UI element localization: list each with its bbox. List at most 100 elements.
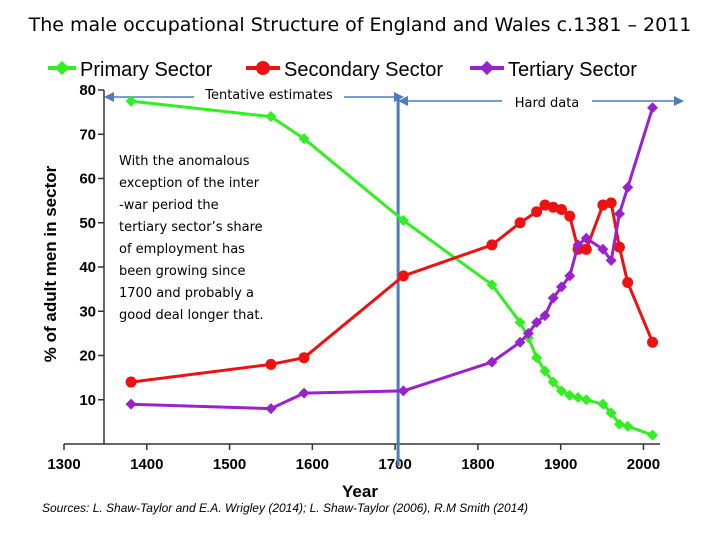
anomaly-note: With the anomalous exception of the inte… — [119, 154, 267, 323]
data-point-secondary — [597, 199, 609, 211]
y-tick-label: 20 — [79, 348, 96, 365]
hard-data-arrowhead-right — [674, 96, 684, 106]
data-point-secondary — [265, 358, 277, 370]
data-point-secondary — [514, 217, 526, 229]
data-point-tertiary — [265, 403, 277, 415]
anomaly-note-line: good deal longer that. — [119, 308, 264, 323]
data-point-primary — [514, 316, 526, 328]
x-tick-label: 1600 — [296, 456, 329, 473]
x-tick-label: 1300 — [47, 456, 80, 473]
legend-primary: Primary Sector — [48, 59, 213, 81]
data-point-primary — [572, 392, 584, 404]
anomaly-note-line: With the anomalous — [119, 154, 250, 169]
x-tick-label: 1900 — [544, 456, 577, 473]
legend-secondary: Secondary Sector — [246, 59, 443, 81]
y-tick-label: 80 — [79, 82, 96, 99]
y-tick-label: 50 — [79, 215, 96, 232]
data-point-secondary — [125, 376, 137, 388]
anomaly-note-line: -war period the — [119, 198, 219, 213]
legend-primary-marker — [54, 60, 70, 76]
data-point-primary — [298, 133, 310, 145]
y-tick-label: 60 — [79, 171, 96, 188]
data-point-primary — [647, 429, 659, 441]
hard-data-arrow: Hard data — [398, 90, 684, 111]
data-point-primary — [555, 385, 567, 397]
tentative-label-bg — [194, 86, 344, 104]
data-point-secondary — [564, 210, 576, 222]
data-point-primary — [605, 407, 617, 419]
y-axis-title: % of adult men in sector — [41, 165, 60, 362]
anomaly-note-line: of employment has — [119, 242, 245, 257]
data-point-secondary — [397, 270, 409, 282]
data-point-tertiary — [580, 232, 592, 244]
legend-primary-label: Primary Sector — [80, 59, 213, 81]
data-point-secondary — [580, 243, 592, 255]
series-primary — [125, 95, 659, 441]
data-point-tertiary — [564, 270, 576, 282]
data-point-secondary — [486, 239, 498, 251]
data-point-primary — [531, 352, 543, 364]
chart-source: Sources: L. Shaw-Taylor and E.A. Wrigley… — [42, 501, 528, 515]
series-tertiary-line — [131, 107, 655, 411]
data-point-tertiary — [622, 181, 634, 193]
data-point-primary — [613, 418, 625, 430]
data-point-secondary — [605, 197, 617, 209]
legend-tertiary-marker — [479, 60, 495, 76]
y-axis-ticks: 10 20 30 40 50 60 70 80 — [79, 82, 104, 409]
data-point-secondary — [298, 352, 310, 364]
data-point-secondary — [531, 206, 543, 218]
data-point-tertiary — [547, 292, 559, 304]
x-axis-title: Year — [342, 482, 378, 501]
hard-data-arrowhead-left — [398, 96, 408, 106]
data-point-secondary — [622, 276, 634, 288]
x-tick-label: 1400 — [130, 456, 163, 473]
series-layer — [125, 95, 659, 441]
legend: Primary Sector Secondary Sector Tertiary… — [48, 59, 637, 81]
data-point-tertiary — [298, 387, 310, 399]
data-point-tertiary — [605, 254, 617, 266]
data-point-secondary — [555, 203, 567, 215]
legend-secondary-marker — [256, 61, 270, 75]
data-point-tertiary — [539, 310, 551, 322]
data-point-primary — [486, 279, 498, 291]
tentative-arrow: Tentative estimates — [104, 86, 404, 104]
data-point-tertiary — [572, 239, 584, 251]
anomaly-note-line: tertiary sector’s share — [119, 220, 263, 235]
data-point-tertiary — [125, 398, 137, 410]
anomaly-note-line: exception of the inter — [119, 176, 260, 191]
data-point-primary — [547, 376, 559, 388]
data-point-primary — [580, 394, 592, 406]
data-point-primary — [564, 389, 576, 401]
legend-tertiary: Tertiary Sector — [470, 59, 637, 81]
x-tick-label: 1800 — [461, 456, 494, 473]
tentative-arrowhead-left — [104, 92, 114, 102]
data-point-secondary — [539, 199, 551, 211]
x-tick-label: 1500 — [213, 456, 246, 473]
x-tick-label: 1700 — [378, 456, 411, 473]
slide-title: The male occupational Structure of Engla… — [28, 14, 692, 36]
data-point-primary — [125, 95, 137, 107]
tentative-arrowhead-right — [394, 92, 404, 102]
data-point-primary — [265, 111, 277, 123]
data-point-tertiary — [486, 356, 498, 368]
y-tick-label: 10 — [79, 392, 96, 409]
data-point-tertiary — [555, 281, 567, 293]
data-point-tertiary — [522, 327, 534, 339]
data-point-tertiary — [397, 385, 409, 397]
data-point-primary — [597, 398, 609, 410]
x-tick-label: 2000 — [627, 456, 660, 473]
data-point-secondary — [647, 336, 659, 348]
legend-tertiary-label: Tertiary Sector — [508, 59, 637, 81]
data-point-secondary — [547, 201, 559, 213]
anomaly-note-line: been growing since — [119, 264, 246, 279]
data-point-tertiary — [597, 243, 609, 255]
tentative-label: Tentative estimates — [204, 88, 333, 103]
data-point-secondary — [613, 241, 625, 253]
y-tick-label: 40 — [79, 259, 96, 276]
hard-data-label: Hard data — [515, 96, 580, 111]
x-axis-ticks: 1300 1400 1500 1600 1700 1800 1900 2000 — [47, 444, 660, 473]
data-point-tertiary — [613, 208, 625, 220]
hard-data-label-bg — [502, 90, 592, 110]
legend-secondary-label: Secondary Sector — [284, 59, 443, 81]
